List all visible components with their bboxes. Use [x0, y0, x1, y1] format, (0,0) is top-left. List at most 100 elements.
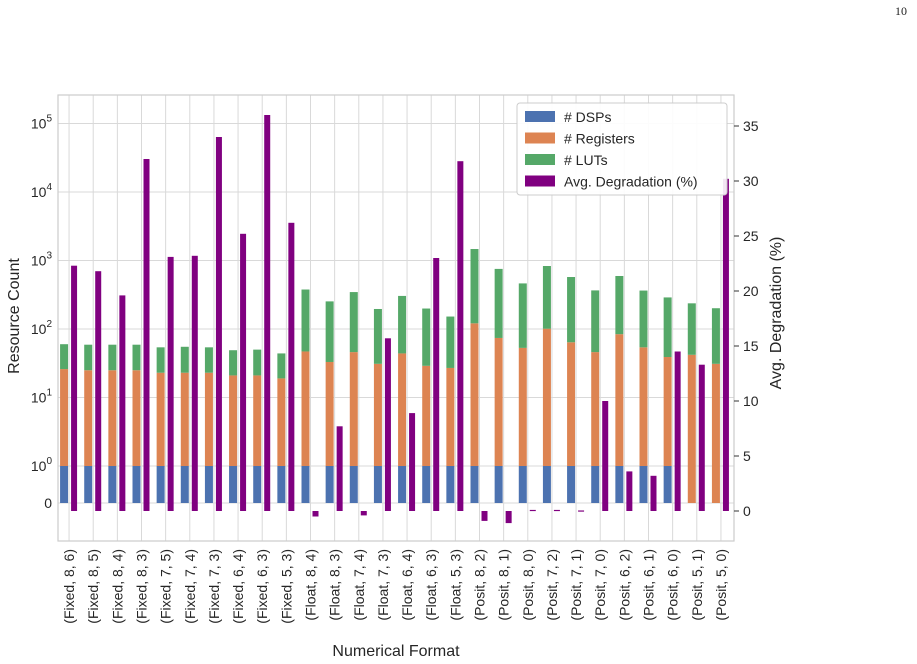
- bar: [204, 347, 213, 373]
- bar: [156, 466, 165, 503]
- bar: [615, 466, 624, 503]
- bar: [215, 137, 222, 511]
- tick-label: 5: [743, 448, 751, 464]
- tick-label: 105: [31, 114, 53, 132]
- bar: [60, 344, 69, 370]
- bar: [360, 511, 367, 516]
- page-number: 10: [895, 4, 907, 18]
- bar: [180, 466, 189, 503]
- y-axis-ticks: 0 100 101 102 103 104 105: [31, 114, 53, 512]
- bar: [180, 346, 189, 373]
- bar: [143, 159, 150, 511]
- tick-label: (Float, 8, 4): [303, 549, 319, 621]
- tick-label: (Posit, 8, 0): [520, 549, 536, 621]
- bar: [349, 352, 358, 466]
- bar: [277, 378, 286, 466]
- bar: [494, 337, 503, 466]
- bar: [325, 301, 334, 362]
- tick-label: 25: [743, 228, 759, 244]
- tick-label: (Posit, 5, 0): [713, 549, 729, 621]
- bar: [639, 347, 648, 466]
- bar: [687, 354, 696, 503]
- bar: [567, 466, 576, 503]
- bar: [433, 258, 440, 511]
- bar: [639, 466, 648, 503]
- bar: [398, 295, 407, 354]
- tick-label: 103: [31, 251, 53, 269]
- bar: [180, 372, 189, 466]
- tick-label: (Posit, 5, 1): [689, 549, 705, 621]
- bar: [108, 370, 117, 466]
- bar: [639, 290, 648, 348]
- tick-label: (Fixed, 5, 3): [278, 549, 294, 624]
- bar: [71, 265, 78, 511]
- bar: [277, 353, 286, 379]
- tick-label: (Posit, 6, 2): [616, 549, 632, 621]
- tick-label: 0: [743, 503, 751, 519]
- bar: [229, 350, 238, 376]
- legend-swatch: [525, 175, 555, 187]
- tick-label: 0: [44, 495, 52, 511]
- bar: [95, 271, 102, 511]
- y-axis-title: Resource Count: [6, 258, 23, 374]
- bar: [108, 466, 117, 503]
- tick-label: (Float, 7, 4): [351, 549, 367, 621]
- legend-swatch: [525, 154, 555, 165]
- tick-label: 101: [31, 388, 53, 406]
- bar: [240, 233, 247, 512]
- bar: [325, 466, 334, 503]
- bar: [60, 369, 69, 466]
- tick-label: (Posit, 7, 0): [592, 549, 608, 621]
- tick-label: (Fixed, 8, 3): [134, 549, 150, 624]
- bars: [60, 115, 729, 524]
- bar: [591, 352, 600, 466]
- legend-box: [516, 102, 728, 196]
- bar: [663, 466, 672, 503]
- bar: [494, 466, 503, 503]
- bar: [204, 466, 213, 503]
- tick-label: 10: [743, 393, 759, 409]
- bar: [698, 364, 705, 511]
- bar: [446, 367, 455, 466]
- bar: [84, 370, 93, 466]
- bar: [602, 401, 609, 511]
- bar: [108, 344, 117, 371]
- bar: [398, 466, 407, 503]
- tick-label: (Float, 8, 3): [327, 549, 343, 621]
- bar: [481, 511, 488, 521]
- bar: [505, 511, 512, 524]
- y2-axis-title: Avg. Degradation (%): [768, 237, 785, 390]
- bar: [398, 353, 407, 466]
- tick-label: (Float, 6, 4): [399, 549, 415, 621]
- tick-label: (Float, 7, 3): [375, 549, 391, 621]
- tick-label: (Posit, 7, 2): [544, 549, 560, 621]
- bar: [422, 466, 431, 503]
- bar: [301, 289, 310, 352]
- bar: [349, 466, 358, 503]
- bar: [229, 466, 238, 503]
- tick-label: (Posit, 7, 1): [568, 549, 584, 621]
- bar: [518, 466, 527, 503]
- bar: [373, 466, 382, 503]
- bar: [650, 475, 657, 511]
- bar: [253, 349, 262, 376]
- bar: [384, 338, 391, 511]
- bar: [518, 283, 527, 348]
- bar: [722, 178, 729, 512]
- bar: [529, 509, 536, 512]
- bar: [204, 372, 213, 466]
- bar: [60, 466, 69, 503]
- bar: [626, 471, 633, 511]
- x-axis-title: Numerical Format: [332, 643, 460, 660]
- bar: [578, 510, 585, 512]
- bar: [277, 466, 286, 503]
- tick-label: (Fixed, 8, 6): [61, 549, 77, 624]
- tick-label: 15: [743, 338, 759, 354]
- bar: [301, 466, 310, 503]
- bar: [567, 342, 576, 466]
- bar: [373, 308, 382, 364]
- legend-label: Avg. Degradation (%): [564, 174, 698, 190]
- tick-label: (Fixed, 8, 4): [109, 549, 125, 624]
- legend-label: # DSPs: [564, 109, 611, 125]
